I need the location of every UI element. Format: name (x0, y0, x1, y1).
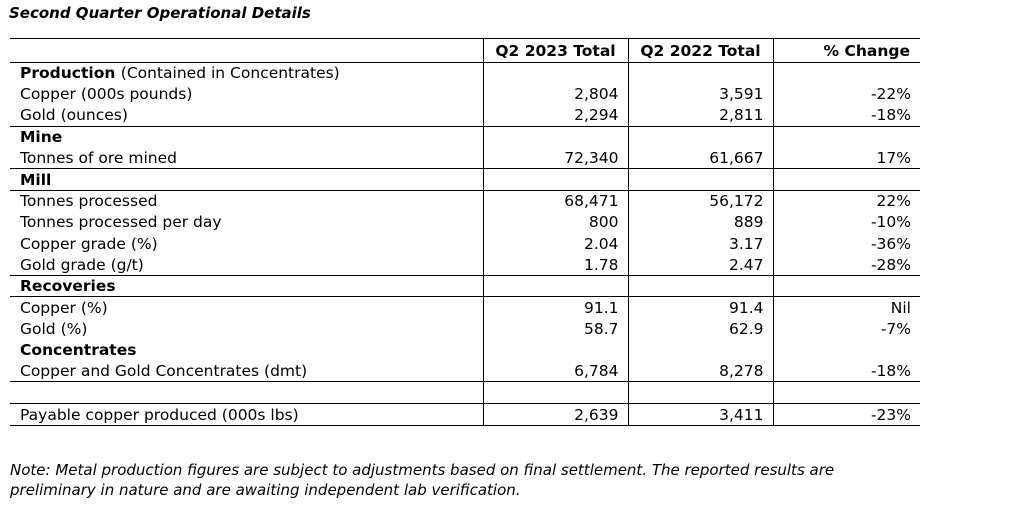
value-q2-2022: 3,591 (627, 83, 773, 106)
value-change: -36% (772, 232, 920, 255)
value-q2-2023: 2,804 (482, 83, 628, 106)
value-q2-2023: 91.1 (482, 296, 628, 319)
table-header-row: Q2 2023 Total Q2 2022 Total % Change (10, 38, 920, 63)
value-q2-2022: 8,278 (627, 360, 773, 383)
section-row-mill: Mill (10, 168, 920, 191)
table-row: Tonnes processed 68,471 56,172 22% (10, 190, 920, 212)
row-label: Copper (000s pounds) (20, 85, 193, 104)
value-q2-2022: 56,172 (627, 190, 773, 212)
value-change: -10% (772, 211, 920, 233)
value-change: -7% (772, 318, 920, 340)
value-q2-2022: 62.9 (627, 318, 773, 340)
section-label-production: Production (Contained in Concentrates) (10, 63, 483, 84)
table-row: Tonnes of ore mined 72,340 61,667 17% (10, 147, 920, 170)
row-label: Copper (%) (20, 298, 108, 317)
row-label: Copper grade (%) (20, 234, 158, 253)
header-percent-change: % Change (772, 38, 920, 63)
section-title: Production (20, 64, 116, 83)
value-q2-2023: 58.7 (482, 318, 628, 340)
section-subtitle: (Contained in Concentrates) (120, 64, 340, 83)
value-change: -18% (772, 105, 920, 127)
section-row-production: Production (Contained in Concentrates) (10, 62, 920, 84)
value-change: -23% (772, 403, 920, 426)
value-change: 17% (772, 147, 920, 170)
value-q2-2023: 2,294 (482, 105, 628, 127)
page-title: Second Quarter Operational Details (9, 4, 311, 22)
value-q2-2023: 72,340 (482, 147, 628, 170)
table-row: Copper grade (%) 2.04 3.17 -36% (10, 232, 920, 255)
value-q2-2022: 91.4 (627, 296, 773, 319)
table-row: Copper (000s pounds) 2,804 3,591 -22% (10, 83, 920, 106)
section-label-mill: Mill (10, 168, 483, 191)
section-label-recoveries: Recoveries (10, 275, 483, 298)
value-q2-2022: 889 (627, 211, 773, 233)
value-change: 22% (772, 190, 920, 212)
operational-details-table: Q2 2023 Total Q2 2022 Total % Change Pro… (10, 38, 920, 426)
section-row-recoveries: Recoveries (10, 275, 920, 298)
spacer-row (10, 381, 920, 405)
value-q2-2023: 1.78 (482, 254, 628, 276)
section-label-mine: Mine (20, 128, 63, 147)
table-row: Gold grade (g/t) 1.78 2.47 -28% (10, 254, 920, 276)
row-label: Tonnes processed (20, 192, 158, 211)
table-row: Copper and Gold Concentrates (dmt) 6,784… (10, 360, 920, 383)
value-change: -22% (772, 83, 920, 106)
value-q2-2022: 3,411 (627, 403, 773, 426)
row-label: Gold grade (g/t) (10, 254, 483, 276)
value-q2-2023: 68,471 (482, 190, 628, 212)
value-change: Nil (772, 296, 920, 319)
value-q2-2023: 800 (482, 211, 628, 233)
value-change: -28% (772, 254, 920, 276)
value-q2-2022: 2.47 (627, 254, 773, 276)
header-q2-2023: Q2 2023 Total (482, 38, 628, 63)
row-label: Gold (ounces) (10, 105, 483, 127)
header-label-cell (10, 38, 483, 63)
payable-row: Payable copper produced (000s lbs) 2,639… (10, 403, 920, 426)
section-row-concentrates: Concentrates (10, 339, 920, 361)
value-q2-2023: 2.04 (482, 232, 628, 255)
row-label: Tonnes of ore mined (10, 147, 483, 170)
table-row: Copper (%) 91.1 91.4 Nil (10, 296, 920, 319)
row-label: Gold (%) (20, 319, 88, 338)
section-label-concentrates: Concentrates (20, 341, 137, 359)
value-q2-2023: 2,639 (482, 403, 628, 426)
header-q2-2022: Q2 2022 Total (627, 38, 773, 63)
value-q2-2023: 6,784 (482, 360, 628, 383)
value-q2-2022: 3.17 (627, 232, 773, 255)
table-row: Tonnes processed per day 800 889 -10% (10, 211, 920, 233)
table-row: Gold (%) 58.7 62.9 -7% (10, 318, 920, 340)
row-label: Copper and Gold Concentrates (dmt) (10, 360, 483, 383)
footnote: Note: Metal production figures are subje… (10, 461, 835, 499)
value-q2-2022: 61,667 (627, 147, 773, 170)
value-q2-2022: 2,811 (627, 105, 773, 127)
section-row-mine: Mine (10, 126, 920, 148)
row-label: Tonnes processed per day (20, 213, 222, 232)
row-label: Payable copper produced (000s lbs) (10, 403, 483, 426)
value-change: -18% (772, 360, 920, 383)
table-row: Gold (ounces) 2,294 2,811 -18% (10, 105, 920, 127)
